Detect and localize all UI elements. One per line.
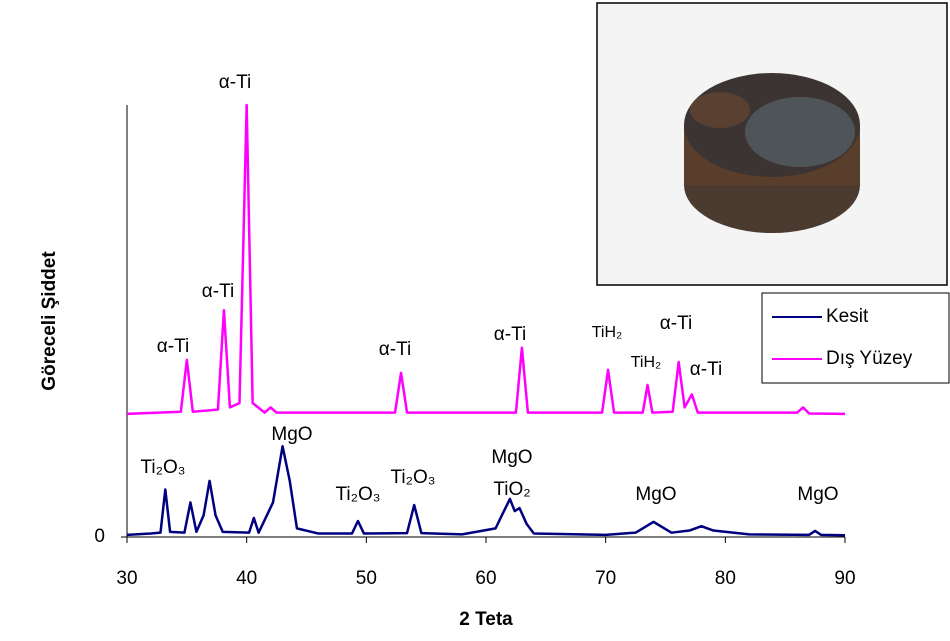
y-axis-label: Göreceli Şiddet [39,251,60,391]
peak-annotation: MgO [271,424,312,445]
y-tick-label: 0 [94,526,105,547]
peak-annotation: Ti₂O₃ [335,484,380,505]
x-tick-label: 50 [356,568,377,589]
x-tick-label: 70 [595,568,616,589]
peak-annotation: α-Ti [494,324,526,345]
legend-box [761,292,950,384]
peak-annotation: α-Ti [690,359,722,380]
peak-annotation: α-Ti [157,336,189,357]
x-tick-label: 60 [475,568,496,589]
peak-annotation: α-Ti [202,281,234,302]
inset-photo [596,2,948,286]
legend-label: Kesit [826,306,869,327]
series-line [126,103,846,416]
peak-annotation: Ti₂O₃ [140,457,185,478]
peak-annotation: Ti₂O₃ [390,467,435,488]
peak-annotation: MgO [797,484,838,505]
peak-annotation: MgO [635,484,676,505]
x-tick-label: 80 [715,568,736,589]
peak-annotation: MgO [491,447,532,468]
legend-label: Dış Yüzey [826,348,913,369]
peak-annotation: TiH₂ [631,354,662,371]
peak-annotation: α-Ti [219,72,251,93]
peak-annotation: α-Ti [379,339,411,360]
series-line [126,445,846,537]
x-tick-label: 30 [116,568,137,589]
peak-annotation: α-Ti [660,313,692,334]
x-tick-label: 90 [834,568,855,589]
peak-annotation: TiH₂ [592,324,623,341]
legend [761,292,950,384]
x-axis-label: 2 Teta [459,609,513,630]
x-tick-label: 40 [236,568,257,589]
peak-annotation: TiO₂ [493,479,530,500]
